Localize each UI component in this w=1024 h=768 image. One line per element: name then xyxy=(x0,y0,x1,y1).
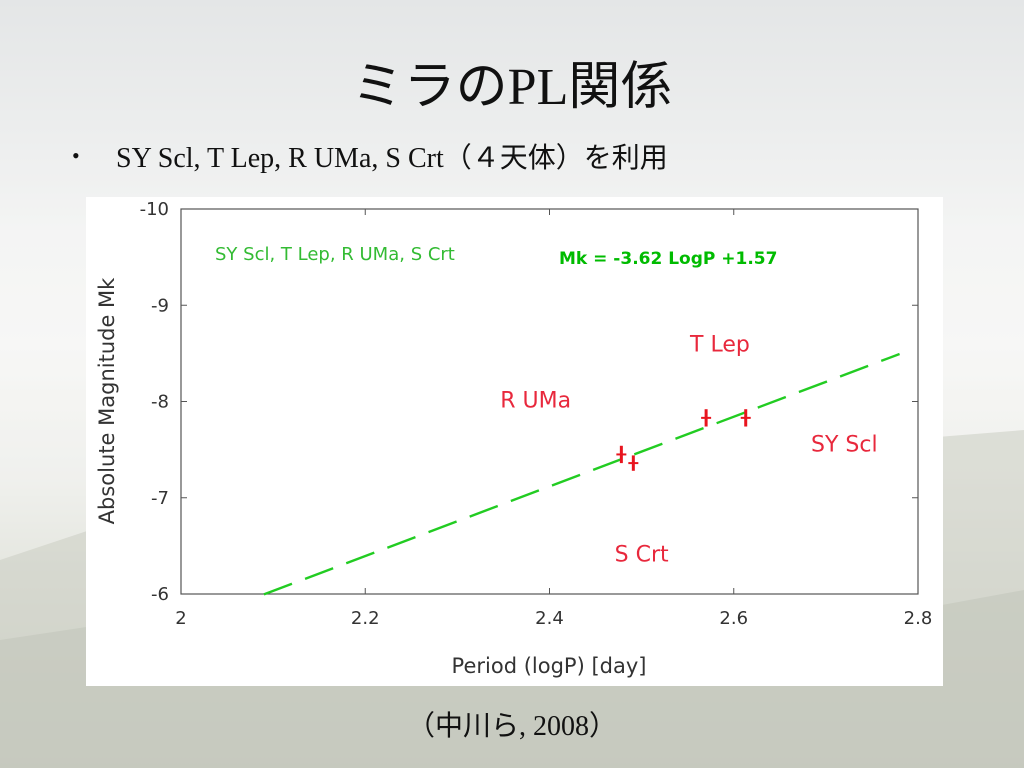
y-tick-label: -6 xyxy=(151,584,169,605)
data-point xyxy=(616,445,627,464)
x-tick-label: 2.4 xyxy=(535,608,564,629)
data-point xyxy=(628,455,639,471)
slide-title: ミラのPL関係 xyxy=(351,59,673,116)
data-points xyxy=(616,409,751,471)
y-axis: -6 -7 -8 -9 -10 xyxy=(140,199,918,605)
pl-relation-chart: 2 2.2 2.4 2.6 2.8 -6 -7 -8 -9 -10 Period (logP) … xyxy=(95,199,932,678)
bullet-marker: • xyxy=(72,143,80,168)
legend-text: SY Scl, T Lep, R UMa, S Crt xyxy=(215,244,455,265)
y-tick-label: -9 xyxy=(151,295,169,316)
data-point xyxy=(701,409,712,427)
star-label: SY Scl xyxy=(811,433,878,458)
fit-equation-label: Mk = -3.62 LogP +1.57 xyxy=(559,249,777,269)
star-label: R UMa xyxy=(500,388,571,413)
x-tick-label: 2.6 xyxy=(719,608,748,629)
bullet-text: SY Scl, T Lep, R UMa, S Crt（４天体）を利用 xyxy=(116,143,668,174)
x-axis-label: Period (logP) [day] xyxy=(452,654,647,678)
x-tick-label: 2.2 xyxy=(351,608,380,629)
data-point xyxy=(740,409,751,427)
citation: （中川ら, 2008） xyxy=(406,711,617,742)
fit-line xyxy=(263,352,900,596)
y-axis-label: Absolute Magnitude Mk xyxy=(95,277,119,525)
star-label: S Crt xyxy=(615,542,669,567)
chart-panel: 2 2.2 2.4 2.6 2.8 -6 -7 -8 -9 -10 Period (logP) … xyxy=(86,197,943,686)
x-tick-label: 2.8 xyxy=(904,608,933,629)
x-tick-label: 2 xyxy=(175,608,186,629)
y-tick-label: -8 xyxy=(151,392,169,413)
x-axis: 2 2.2 2.4 2.6 2.8 xyxy=(175,209,932,629)
bullet-item: • SY Scl, T Lep, R UMa, S Crt（４天体）を利用 xyxy=(72,136,668,176)
star-label: T Lep xyxy=(689,332,750,357)
y-tick-label: -10 xyxy=(140,199,169,220)
y-tick-label: -7 xyxy=(151,488,169,509)
star-labels: T Lep R UMa SY Scl S Crt xyxy=(500,332,877,567)
